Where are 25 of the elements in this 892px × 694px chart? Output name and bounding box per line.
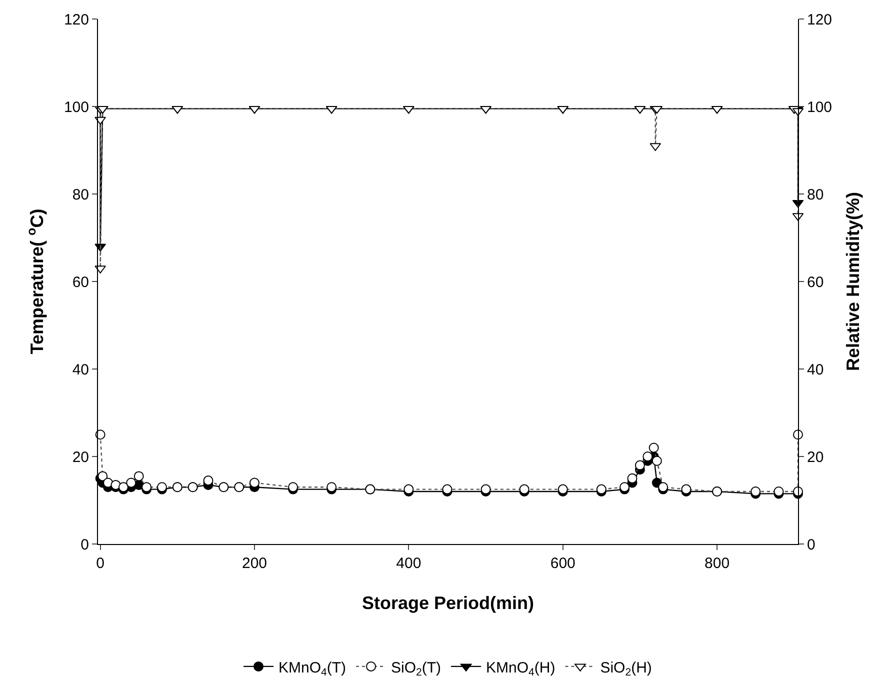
legend-label: SiO$_{2}$(T) <box>391 659 442 678</box>
x-tick-label: 200 <box>242 555 268 572</box>
y2-tick-label: 40 <box>807 361 824 378</box>
y-tick-label: 120 <box>64 11 89 28</box>
y2-tick-label: 120 <box>807 11 832 28</box>
legend-label: KMnO$_{4}$(T) <box>278 659 346 678</box>
y2-tick-label: 60 <box>807 274 824 291</box>
x-axis-title: Storage Period(min) <box>362 593 534 614</box>
legend-label: SiO$_{2}$(H) <box>600 659 652 678</box>
x-tick-label: 600 <box>550 555 576 572</box>
y2-tick-label: 0 <box>807 536 816 554</box>
y-tick-label: 40 <box>72 361 89 378</box>
y-tick-label: 60 <box>72 274 89 291</box>
y-tick-label: 100 <box>64 98 89 116</box>
legend-label: KMnO$_{4}$(H) <box>486 659 556 678</box>
y2-tick-label: 80 <box>807 186 824 204</box>
y2-axis-title: Relative Humidity(%) <box>843 192 864 372</box>
y2-tick-label: 100 <box>807 98 832 116</box>
x-tick-label: 0 <box>96 555 104 572</box>
x-tick-label: 800 <box>704 555 730 572</box>
y-tick-label: 80 <box>72 186 89 204</box>
y-tick-label: 0 <box>80 536 89 554</box>
y-tick-label: 20 <box>72 448 89 466</box>
x-tick-label: 400 <box>396 555 422 572</box>
y2-tick-label: 20 <box>807 448 824 466</box>
